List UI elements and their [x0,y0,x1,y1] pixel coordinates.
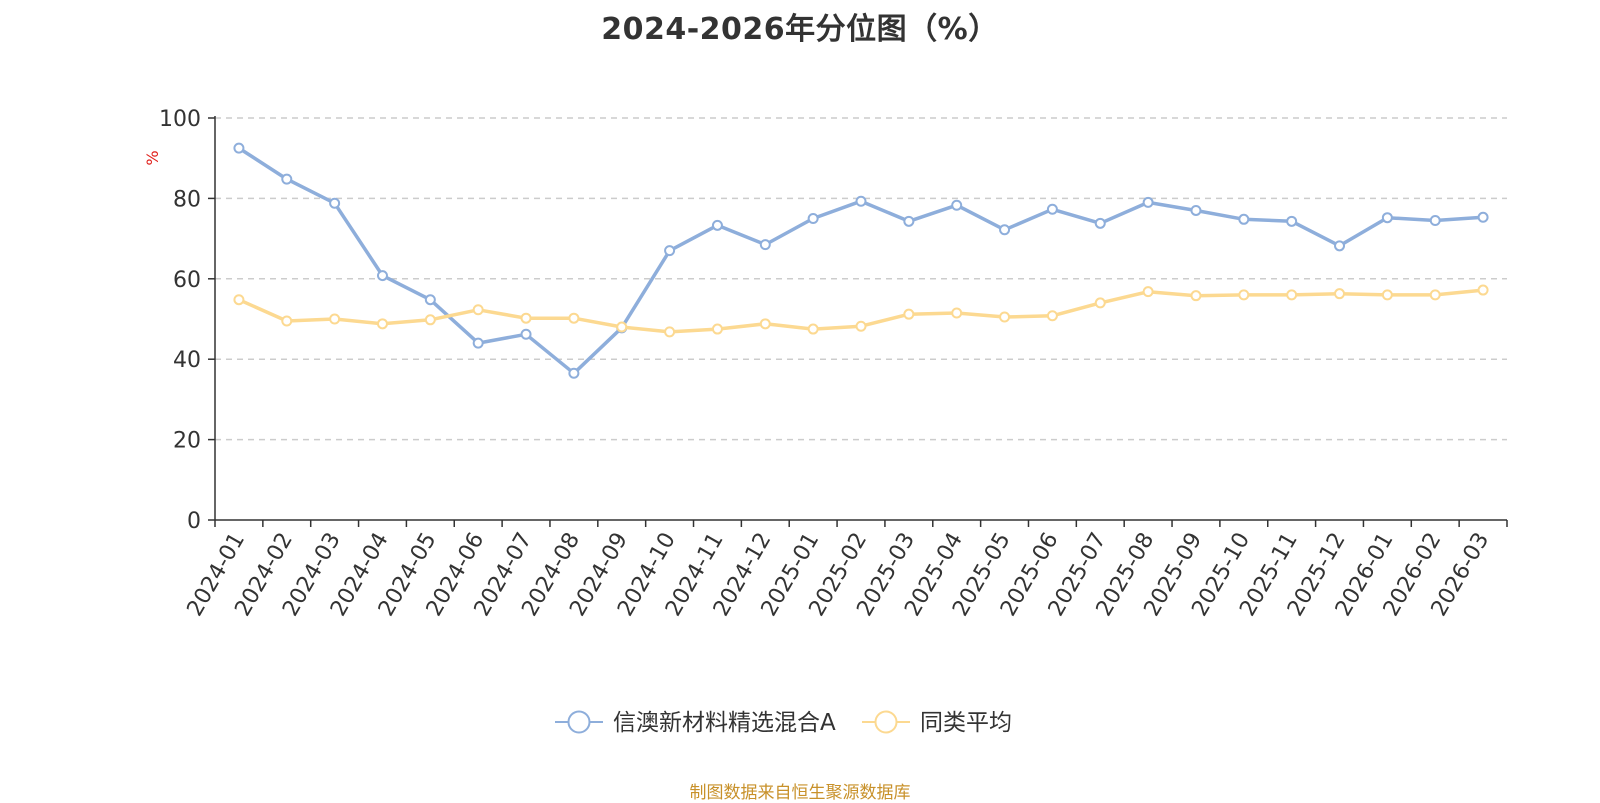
series-1-point [472,304,484,316]
series-1-point [1238,289,1250,301]
series-1-point [1286,289,1298,301]
series-1-point [1142,286,1154,298]
series-1-point [807,323,819,335]
series-0-point [1286,215,1298,227]
legend-marker-1 [874,710,898,734]
series-1-point [759,318,771,330]
y-tick-label: 20 [173,429,201,454]
series-0-point [903,215,915,227]
series-1-point [568,312,580,324]
chart-title: 2024-2026年分位图（%） [601,12,999,47]
series-1-point [951,307,963,319]
series-line-0 [237,146,1485,376]
series-0-point [1190,204,1202,216]
series-1-point [1477,284,1489,296]
series-1-point [520,312,532,324]
series-1-point [1046,310,1058,322]
series-1-point [999,311,1011,323]
series-0-point [664,245,676,257]
series-1-point [855,320,867,332]
y-tick-label: 80 [173,187,201,212]
series-0-point [329,197,341,209]
series-1-point [233,294,245,306]
series-0-point [1429,215,1441,227]
series-0-point [1334,240,1346,252]
series-0-point [1381,212,1393,224]
series-0-point [807,213,819,224]
series-1-point [1094,297,1106,309]
series-0-point [759,239,771,251]
legend-label-1: 同类平均 [920,710,1012,736]
series-0-point [711,219,723,231]
series-0-point [520,328,532,340]
series-0-point [999,224,1011,236]
y-axis-unit: % [143,150,162,165]
series-0-point [472,337,484,349]
series-1-point [376,318,388,330]
series-0-point [1094,217,1106,229]
series-1-point [664,326,676,338]
y-tick-label: 100 [159,107,201,132]
source-note: 制图数据来自恒生聚源数据库 [689,783,911,803]
series-1-point [281,315,293,327]
series-1-point [711,323,723,335]
series-0-point [233,142,245,154]
legend-marker-0 [567,710,591,734]
series-1-point [903,308,915,320]
series-0-point [424,294,436,306]
series-1-point [424,314,436,326]
series-0-point [1046,203,1058,215]
series-0-point [855,195,867,207]
series-1-point [329,313,341,325]
series-1-point [1190,290,1202,302]
series-1-point [616,321,628,333]
series-1-point [1381,289,1393,301]
series-0-point [1142,196,1154,208]
series-0-point [1238,213,1250,225]
y-tick-label: 60 [173,268,201,293]
series-1-point [1334,288,1346,300]
series-0-point [1477,211,1489,223]
series-0-point [568,367,580,379]
series-1-point [1429,289,1441,301]
legend-label-0: 信澳新材料精选混合A [613,710,836,736]
series-0-point [376,270,388,282]
y-tick-label: 0 [187,509,201,534]
series-0-point [951,199,963,211]
series-0-point [281,173,293,185]
y-tick-label: 40 [173,348,201,373]
